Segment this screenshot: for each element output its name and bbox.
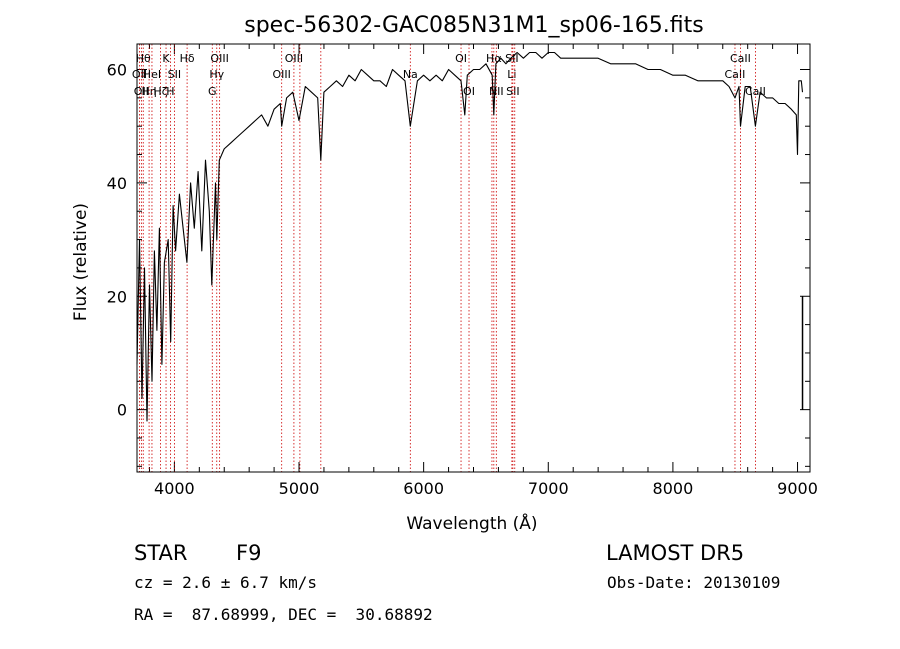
obs-date: Obs-Date: 20130109: [607, 573, 781, 592]
axis-ticks: 4000 5000 6000 7000 8000 9000 0 20 40 60: [107, 44, 818, 498]
series: [136, 51, 804, 422]
x-axis-label: Wavelength (Å): [406, 512, 537, 534]
x-tick-label: 4000: [154, 479, 195, 498]
line-marker-label: OII: [134, 85, 149, 98]
spectrum-line: [136, 51, 804, 422]
line-marker-label: NII: [489, 85, 504, 98]
line-marker-label: SII: [168, 68, 181, 81]
redshift-readout: cz = 2.6 ± 6.7 km/s: [134, 573, 318, 592]
y-axis-label: Flux (relative): [71, 203, 91, 321]
x-tick-label: 9000: [777, 479, 818, 498]
line-marker-label: OIII: [285, 52, 303, 65]
line-marker-label: OI: [455, 52, 467, 65]
plot-frame: [136, 43, 811, 473]
line-marker-label: OIII: [210, 52, 228, 65]
line-marker-label: Hζ: [153, 85, 167, 98]
line-marker-label: OIII: [272, 68, 290, 81]
line-marker-label: OII: [132, 68, 147, 81]
y-tick-label: 0: [117, 401, 127, 420]
line-marker-label: CaII: [730, 52, 751, 65]
line-marker-label: Hη: [141, 85, 156, 98]
x-tick-label: 6000: [403, 479, 444, 498]
line-marker-label: CaII: [725, 68, 746, 81]
line-marker-label: OI: [463, 85, 475, 98]
x-tick-label: 8000: [653, 479, 694, 498]
y-tick-label: 40: [107, 174, 127, 193]
line-markers: OII OII Hθ Hη HeI Hζ K H SII Hδ G Hγ OIII OIII OIII Na O…: [132, 44, 766, 472]
line-marker-label: Li: [507, 68, 516, 81]
coordinates: RA = 87.68999, DEC = 30.68892: [134, 605, 433, 624]
line-marker-label: H: [166, 85, 174, 98]
object-class: STAR: [134, 541, 188, 565]
line-marker-label: HeI: [143, 68, 161, 81]
x-tick-label: 5000: [279, 479, 320, 498]
line-marker-label: Hδ: [180, 52, 195, 65]
line-marker-label: SII: [505, 52, 518, 65]
line-marker-label: SII: [506, 85, 519, 98]
line-marker-label: Hγ: [209, 68, 224, 81]
y-tick-label: 60: [107, 61, 127, 80]
survey-name: LAMOST DR5: [606, 541, 745, 565]
x-tick-label: 7000: [528, 479, 569, 498]
chart-title: spec-56302-GAC085N31M1_sp06-165.fits: [244, 13, 704, 38]
line-marker-label: K: [162, 52, 170, 65]
line-marker-label: Hθ: [136, 52, 151, 65]
line-marker-label: Na: [403, 68, 418, 81]
line-marker-label: G: [208, 85, 217, 98]
y-tick-label: 20: [107, 287, 127, 306]
line-marker-label: Hα: [486, 52, 502, 65]
object-subclass: F9: [236, 541, 262, 565]
